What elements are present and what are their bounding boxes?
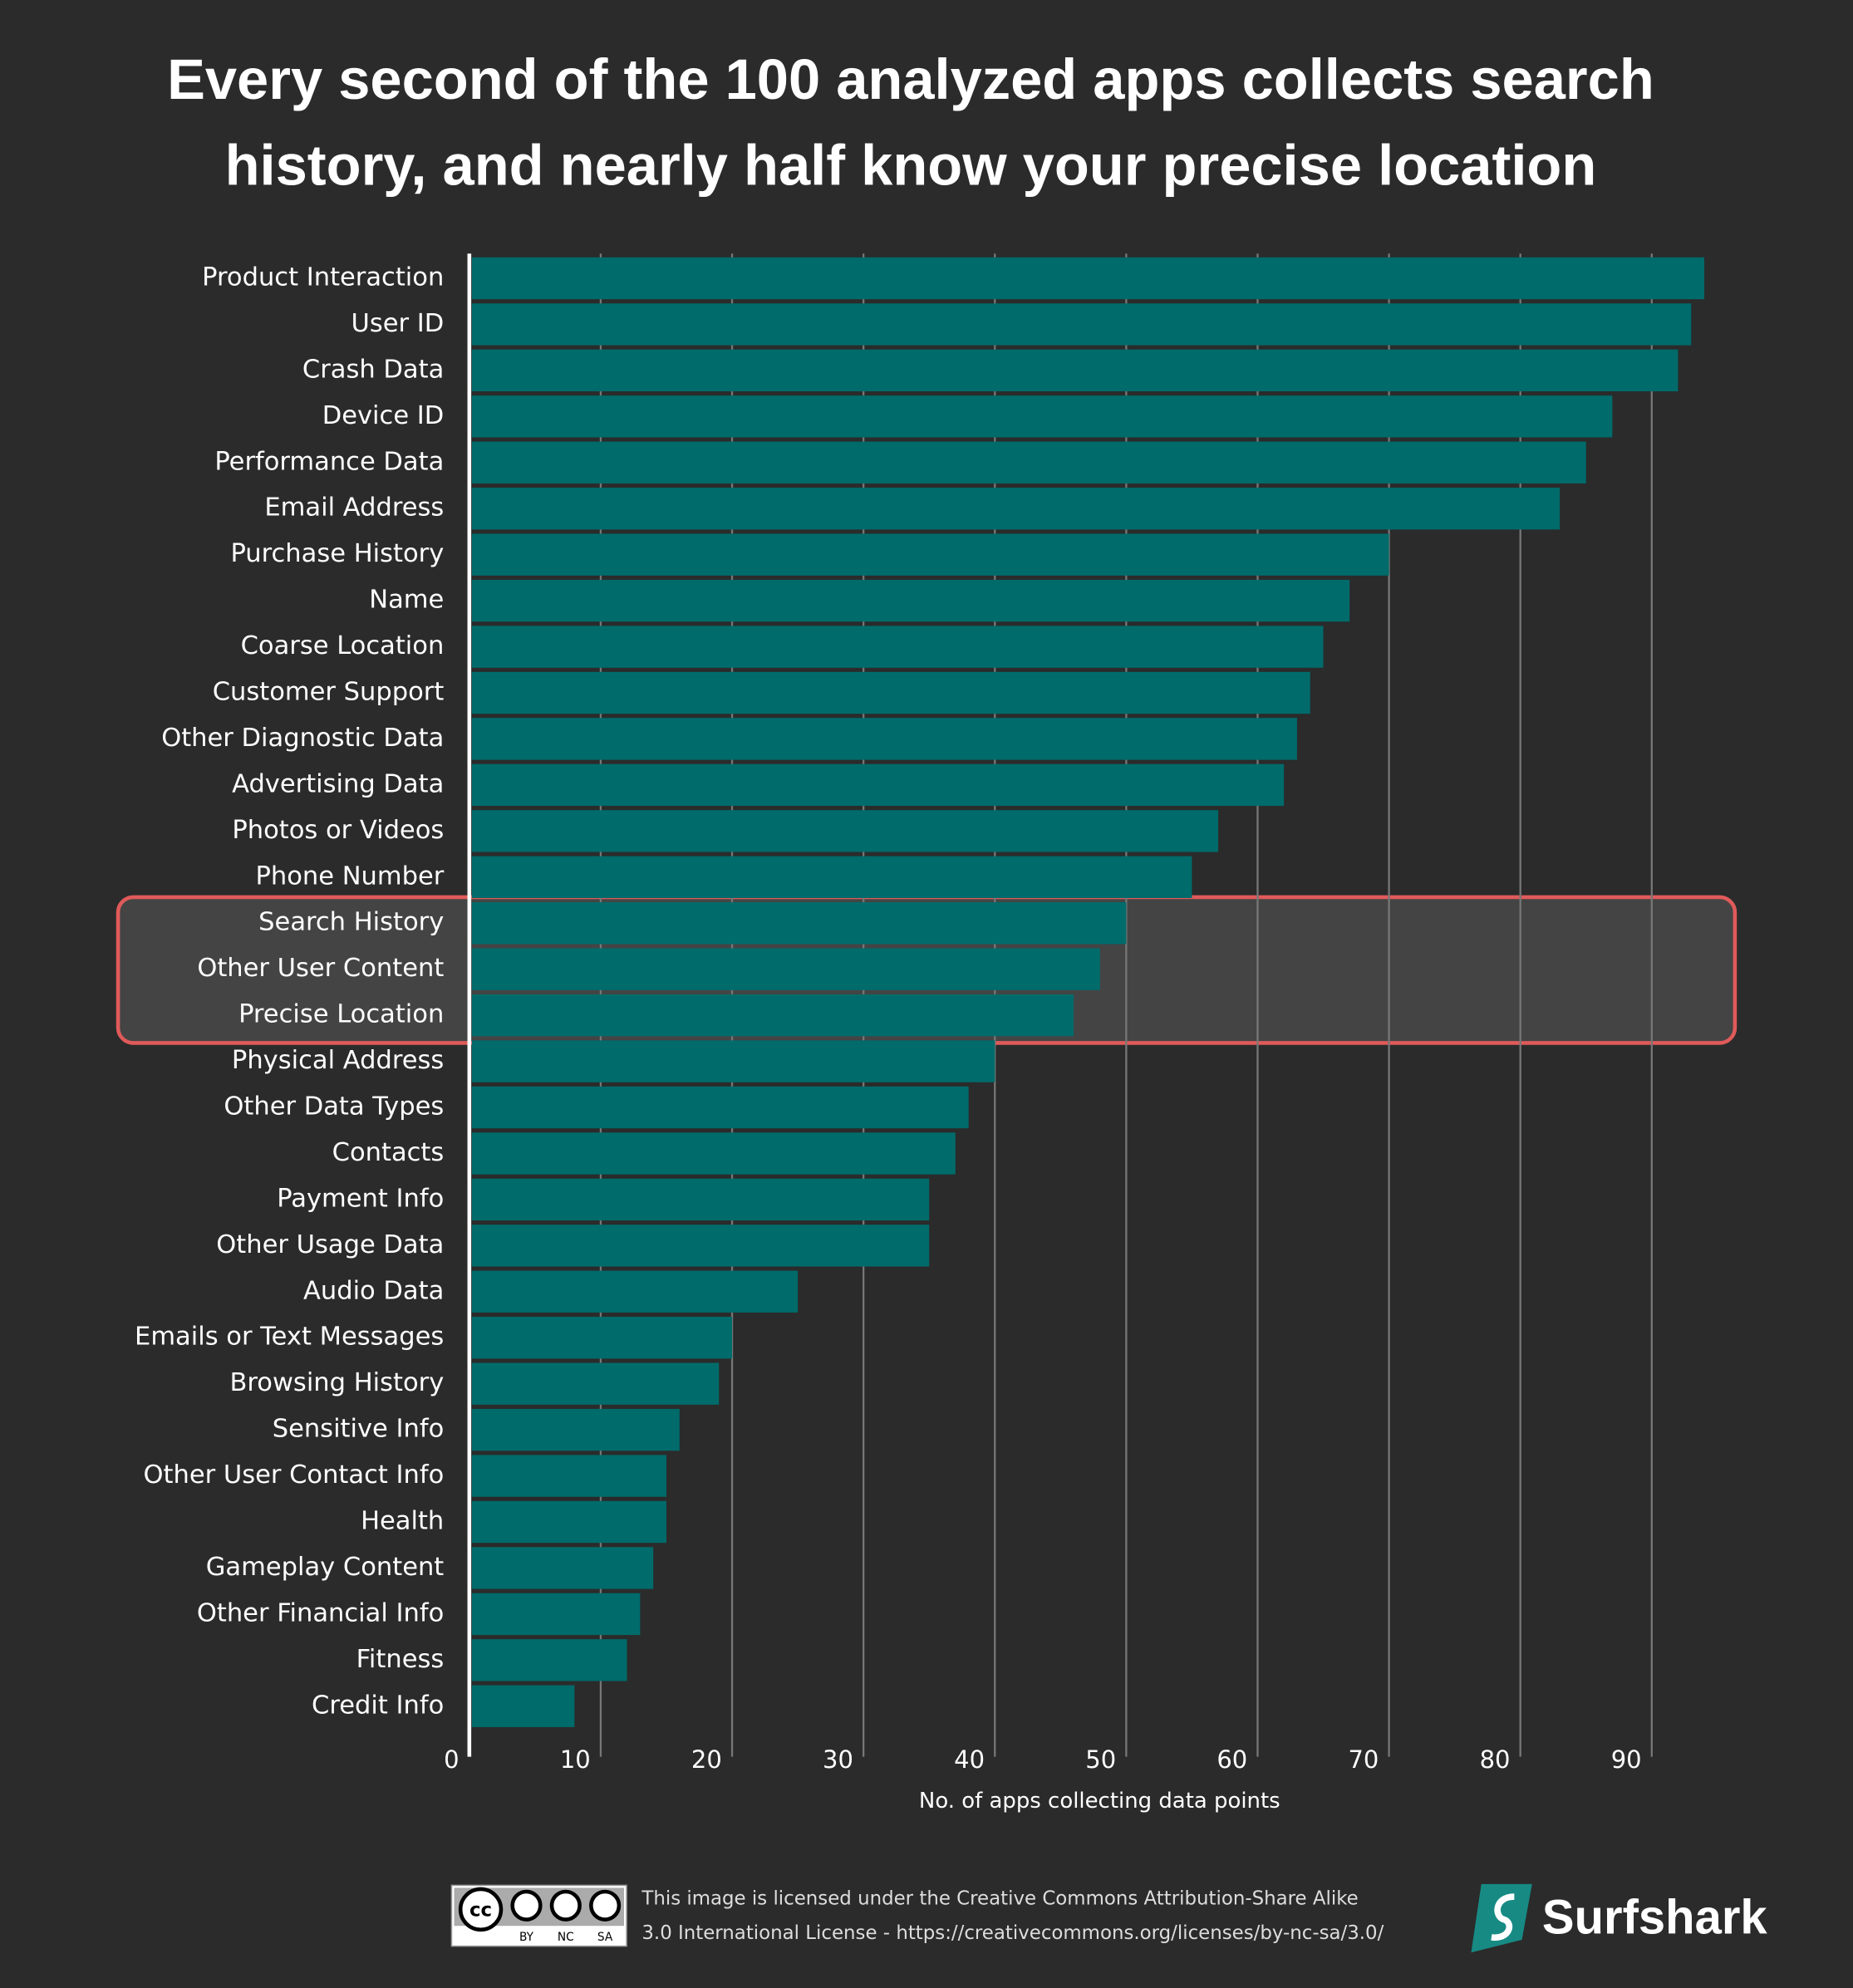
y-tick-label: Advertising Data (232, 769, 444, 798)
sa-label: SA (597, 1931, 613, 1944)
y-tick-label: Performance Data (214, 447, 444, 476)
bar (471, 1132, 956, 1175)
bar (471, 1593, 641, 1636)
y-tick-label: Other Diagnostic Data (161, 724, 444, 753)
y-tick-label: Photos or Videos (232, 816, 444, 845)
y-tick-label: Coarse Location (241, 631, 445, 660)
y-tick-label: Health (361, 1507, 444, 1536)
chart-title: Every second of the 100 analyzed apps co… (167, 47, 1654, 111)
cc-circle (458, 1887, 504, 1932)
bar (471, 1455, 666, 1497)
bar (471, 349, 1679, 392)
x-tick-label: 60 (1216, 1745, 1247, 1774)
chart-title: history, and nearly half know your preci… (225, 134, 1597, 198)
bar (471, 1500, 666, 1544)
nc-label: NC (558, 1931, 574, 1944)
plot: 0 10 20 30 40 50 60 70 80 90 Product Interaction Us… (116, 253, 1737, 1774)
y-tick-label: Gameplay Content (206, 1553, 445, 1582)
bar (471, 303, 1692, 346)
bar (471, 1040, 995, 1082)
bar (471, 626, 1324, 668)
y-tick-label: Other Usage Data (216, 1230, 444, 1259)
cc-badge: cc BY NC SA (450, 1884, 627, 1947)
y-tick-label: Email Address (264, 493, 444, 523)
y-tick-label: Other User Content (197, 954, 444, 983)
bar (471, 1639, 627, 1681)
bar (471, 1317, 733, 1359)
bar (471, 994, 1074, 1037)
by-icon (510, 1889, 543, 1922)
by-label: BY (519, 1931, 534, 1944)
x-tick-label: 50 (1085, 1745, 1116, 1774)
x-tick-label: 20 (691, 1745, 722, 1774)
brand-logo-mark (1491, 1893, 1515, 1941)
license-text: 3.0 International License - https://crea… (641, 1922, 1384, 1944)
y-tick-label: Emails or Text Messages (135, 1323, 444, 1352)
bar (471, 1086, 969, 1129)
bar (471, 763, 1285, 807)
x-tick-label: 0 (444, 1745, 459, 1774)
y-tick-label: Fitness (356, 1645, 445, 1674)
y-tick-label: Sensitive Info (273, 1415, 445, 1444)
y-tick-label: Name (369, 586, 444, 615)
x-axis-label: No. of apps collecting data points (919, 1789, 1280, 1814)
bar (471, 1408, 680, 1451)
bar (471, 948, 1100, 990)
bar (471, 533, 1389, 576)
bar (471, 671, 1310, 714)
x-tick-label: 90 (1611, 1745, 1642, 1774)
bar (471, 1225, 930, 1267)
bar (471, 579, 1350, 622)
y-tick-label: Product Interaction (202, 263, 444, 292)
y-tick-label: Audio Data (303, 1276, 444, 1305)
bar (471, 395, 1613, 438)
y-tick-label: Other Data Types (224, 1092, 444, 1121)
y-tick-label: Browsing History (230, 1368, 445, 1397)
x-tick-label: 40 (954, 1745, 985, 1774)
x-tick-label: 80 (1480, 1745, 1511, 1774)
y-tick-label: Precise Location (238, 1000, 444, 1029)
y-tick-label: Contacts (332, 1138, 445, 1167)
y-tick-label: Physical Address (232, 1046, 444, 1075)
bar (471, 1547, 654, 1589)
y-tick-label: User ID (351, 309, 445, 338)
y-tick-label: Device ID (322, 401, 445, 430)
bar (471, 856, 1192, 898)
x-tick-label: 70 (1348, 1745, 1379, 1774)
y-tick-label: Other Financial Info (197, 1598, 444, 1627)
y-tick-label: Search History (258, 908, 444, 937)
bar (471, 1178, 930, 1221)
bar (471, 1685, 575, 1727)
y-tick-label: Customer Support (213, 677, 445, 706)
brand-name: Surfshark (1542, 1891, 1767, 1944)
bar (471, 902, 1127, 945)
bar (471, 1362, 720, 1405)
y-tick-label: Phone Number (255, 861, 444, 891)
sa-icon (589, 1889, 622, 1922)
nc-icon (549, 1889, 582, 1922)
y-tick-label: Payment Info (277, 1184, 444, 1213)
y-tick-label: Credit Info (312, 1691, 444, 1720)
x-tick-label: 10 (560, 1745, 591, 1774)
bar (471, 257, 1705, 300)
x-tick-label: 30 (823, 1745, 853, 1774)
cc-text: cc (469, 1899, 492, 1921)
license-text: This image is licensed under the Creativ… (641, 1888, 1358, 1910)
bar (471, 810, 1219, 852)
bar (471, 718, 1297, 760)
y-tick-label: Other User Contact Info (144, 1460, 445, 1490)
bar (471, 1270, 799, 1313)
y-tick-label: Purchase History (230, 539, 444, 568)
y-tick-label: Crash Data (302, 355, 444, 384)
bar (471, 441, 1586, 484)
bar (471, 488, 1561, 530)
